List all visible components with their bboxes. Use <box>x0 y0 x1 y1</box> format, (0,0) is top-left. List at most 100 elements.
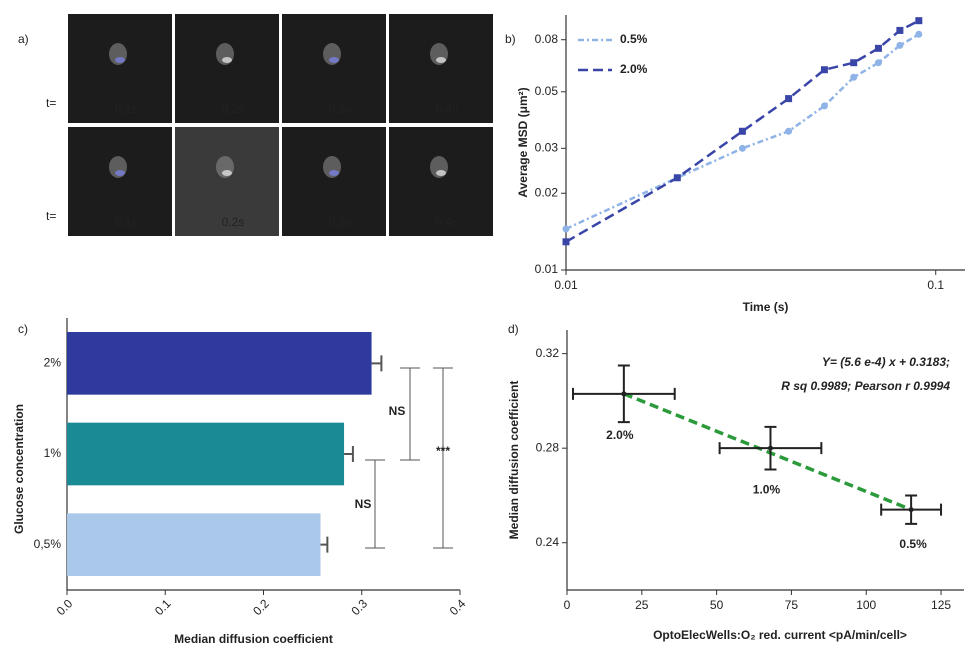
time-label: 0.2s <box>222 102 245 116</box>
time-label: 0.2s <box>222 215 245 229</box>
marker <box>820 102 828 110</box>
x-tick-label: 25 <box>635 598 649 612</box>
y-tick-label: 0.01 <box>535 262 559 276</box>
error-bar <box>371 355 383 372</box>
point-label: 2.0% <box>606 428 634 442</box>
point <box>621 391 627 397</box>
marker <box>896 41 904 49</box>
x-tick-label: 0.1 <box>152 596 174 618</box>
equation: R sq 0.9989; Pearson r 0.9994 <box>781 379 950 393</box>
micrograph <box>68 127 172 236</box>
y-tick-label: 0.24 <box>536 535 560 549</box>
panel-label: d) <box>508 322 519 336</box>
time-label: 0.1s <box>115 102 138 116</box>
error-bar <box>320 536 329 553</box>
micrograph <box>389 127 493 236</box>
panel-label: c) <box>18 322 28 336</box>
y-tick-label: 0.08 <box>535 32 559 46</box>
marker <box>562 225 570 233</box>
marker <box>738 127 746 135</box>
bracket <box>365 459 385 549</box>
y-tick-label: 1% <box>44 446 62 460</box>
point <box>767 445 773 451</box>
x-tick-label: 75 <box>785 598 799 612</box>
axis-line <box>565 15 965 271</box>
bracket <box>433 367 453 549</box>
y-axis-title: Glucose concentration <box>12 404 26 534</box>
y-axis-title: Average MSD (μm²) <box>516 87 530 197</box>
marker <box>850 73 858 81</box>
equation: Y= (5.6 e-4) x + 0.3183; <box>822 355 950 369</box>
micrograph <box>68 14 172 123</box>
cell-spot <box>222 170 232 176</box>
x-tick-label: 125 <box>931 598 951 612</box>
y-tick-label: 2% <box>44 356 62 370</box>
time-label: 0.4s <box>436 102 459 116</box>
marker <box>738 144 746 152</box>
marker <box>562 238 570 246</box>
x-tick-label: 0.0 <box>54 596 76 618</box>
x-tick-label: 0.3 <box>348 596 370 618</box>
time-label: 0.1s <box>115 215 138 229</box>
micrograph <box>389 14 493 123</box>
error-bar <box>344 446 354 462</box>
marker <box>785 127 793 135</box>
marker <box>673 174 681 182</box>
marker <box>874 59 882 67</box>
micrograph <box>282 14 386 123</box>
marker <box>915 30 923 38</box>
cell-spot <box>222 57 232 63</box>
time-label: 0.4s <box>436 215 459 229</box>
marker <box>820 66 828 74</box>
cell-spot <box>115 170 125 176</box>
x-tick-label: 0.2 <box>250 596 272 618</box>
panel-label: a) <box>18 32 29 46</box>
cell-spot <box>115 57 125 63</box>
cell-spot <box>329 57 339 63</box>
series-line <box>565 19 920 243</box>
y-tick-label: 0.02 <box>535 185 559 199</box>
y-tick-label: 0.32 <box>536 346 560 360</box>
y-tick-label: 0.03 <box>535 141 559 155</box>
cell-spot <box>436 170 446 176</box>
x-tick-label: 0.01 <box>554 278 578 292</box>
cell-spot <box>436 57 446 63</box>
y-tick-label: 0.05 <box>535 84 559 98</box>
bracket <box>400 367 420 461</box>
marker <box>896 26 904 34</box>
x-tick-label: 100 <box>856 598 876 612</box>
legend-label: 2.0% <box>620 62 648 76</box>
marker <box>850 59 858 67</box>
x-axis-title: OptoElecWells:O₂ red. current <pA/min/ce… <box>653 628 907 642</box>
fit-line <box>623 392 912 512</box>
bar <box>67 513 321 576</box>
annotation: *** <box>436 444 450 458</box>
marker <box>915 17 923 25</box>
row-label: t= <box>46 209 56 223</box>
y-tick-label: 0,5% <box>34 537 62 551</box>
x-axis-title: Time (s) <box>743 300 789 314</box>
micrograph <box>175 127 279 236</box>
panel-label: b) <box>505 32 516 46</box>
y-axis-title: Median diffusion coefficient <box>507 381 521 540</box>
annotation: NS <box>389 404 406 418</box>
bar <box>67 422 345 486</box>
marker <box>785 95 793 103</box>
annotation: NS <box>355 497 372 511</box>
time-label: 0.3s <box>329 215 352 229</box>
x-tick-label: 0.4 <box>447 596 469 618</box>
x-axis-title: Median diffusion coefficient <box>174 632 333 646</box>
x-tick-label: 0.1 <box>927 278 944 292</box>
point-label: 1.0% <box>753 482 781 496</box>
micrograph <box>282 127 386 236</box>
bar <box>67 332 372 395</box>
legend-label: 0.5% <box>620 32 648 46</box>
time-label: 0.3s <box>329 102 352 116</box>
x-tick-label: 0 <box>564 598 571 612</box>
y-tick-label: 0.28 <box>536 440 560 454</box>
point-label: 0.5% <box>899 537 927 551</box>
cell-spot <box>329 170 339 176</box>
row-label: t= <box>46 96 56 110</box>
x-tick-label: 50 <box>710 598 724 612</box>
